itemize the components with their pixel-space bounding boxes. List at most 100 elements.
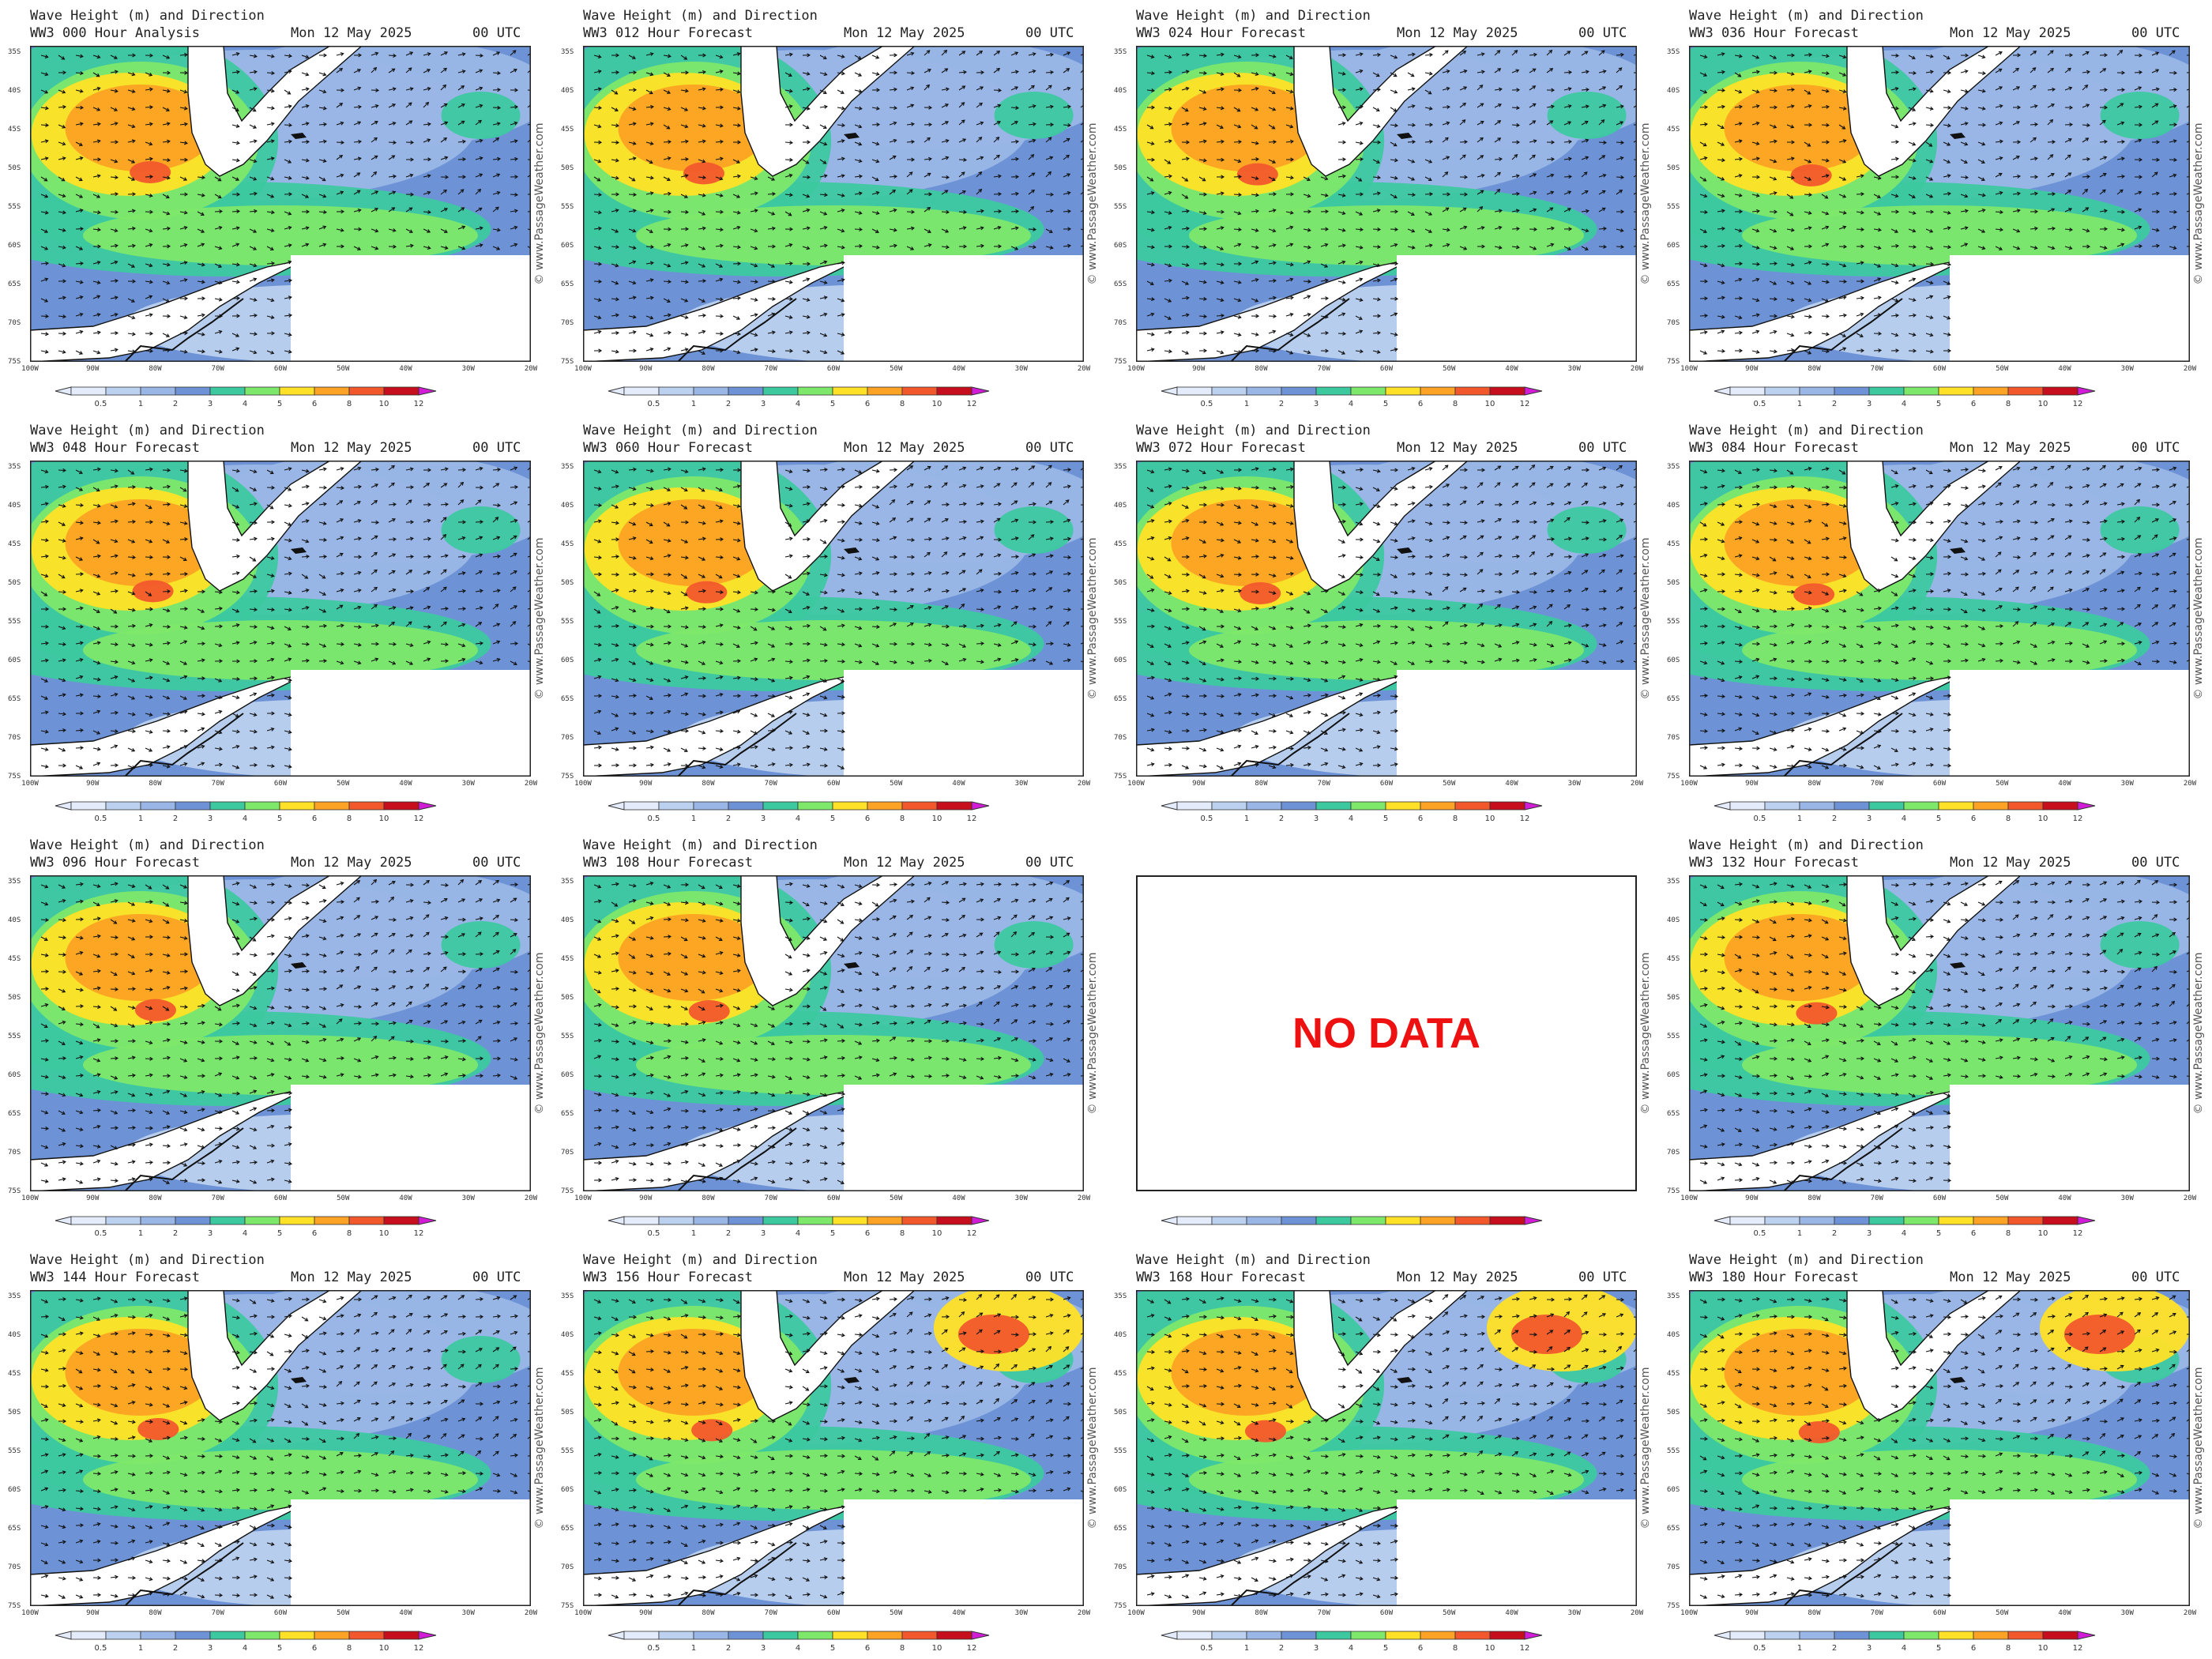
colorbar-label: 5: [1936, 814, 1941, 823]
wave-direction-arrow: [145, 105, 154, 110]
colorbar-segment: [658, 1216, 694, 1225]
colorbar-segment: [1764, 801, 1800, 811]
wave-direction-arrow: [1010, 175, 1020, 179]
wave-direction-arrow: [1943, 280, 1951, 285]
wave-direction-arrow: [1337, 350, 1346, 355]
watermark: © www.PassageWeather.com: [1084, 875, 1101, 1191]
longitude-label: 60W: [274, 780, 287, 788]
wave-direction-arrow: [1268, 209, 1277, 213]
wave-direction-arrow: [663, 263, 672, 268]
wave-direction-arrow: [698, 139, 706, 144]
wave-direction-arrow: [92, 174, 101, 179]
longitude-label: 100W: [21, 1194, 39, 1202]
wave-direction-arrow: [2082, 122, 2091, 128]
wave-direction-arrow: [1563, 208, 1572, 213]
colorbar-label: 8: [347, 1229, 352, 1238]
wave-direction-arrow: [1838, 106, 1847, 111]
wave-direction-arrow: [593, 246, 602, 250]
wave-direction-arrow: [854, 124, 863, 129]
wave-direction-arrow: [249, 139, 258, 144]
wave-direction-arrow: [1063, 104, 1071, 109]
wave-direction-arrow: [889, 87, 897, 92]
wave-direction-arrow: [1804, 70, 1812, 74]
wave-direction-arrow: [871, 190, 880, 195]
wave-direction-arrow: [1717, 52, 1725, 56]
wave-direction-arrow: [197, 211, 205, 216]
panel-utc: 00 UTC: [1025, 440, 1074, 456]
wave-direction-arrow: [1616, 52, 1625, 57]
wave-direction-arrow: [2064, 172, 2072, 178]
wave-direction-arrow: [958, 119, 965, 126]
wave-direction-arrow: [318, 139, 327, 144]
wave-direction-arrow: [127, 124, 136, 129]
colorbar-segment: [762, 386, 799, 396]
wave-height-map: [1621, 30, 2212, 363]
wave-direction-arrow: [231, 347, 240, 352]
wave-direction-arrow: [1804, 159, 1812, 164]
panel-utc: 00 UTC: [2131, 25, 2180, 41]
wave-direction-arrow: [1717, 243, 1726, 248]
wave-direction-arrow: [1320, 243, 1329, 247]
wave-direction-arrow: [2134, 175, 2143, 179]
antarctic-peninsula-land: [1688, 258, 1966, 363]
wave-direction-arrow: [2082, 84, 2089, 91]
wave-direction-arrow: [457, 207, 465, 213]
wave-direction-arrow: [715, 156, 724, 161]
wave-direction-arrow: [715, 297, 724, 302]
wave-direction-arrow: [266, 122, 275, 126]
wave-direction-arrow: [2012, 209, 2021, 213]
colorbar-segment: [1454, 801, 1491, 811]
wave-direction-arrow: [1960, 88, 1969, 93]
wave-direction-arrow: [854, 159, 863, 164]
wave-direction-arrow: [1164, 174, 1172, 179]
wave-direction-arrow: [1717, 280, 1725, 285]
latitude-label: 55S: [1667, 203, 1680, 211]
wave-direction-arrow: [2151, 191, 2160, 196]
colorbar-segment: [971, 801, 990, 811]
wave-direction-arrow: [2116, 70, 2126, 75]
wave-direction-arrow: [231, 262, 240, 267]
wave-height-map: [1068, 445, 1661, 778]
wave-direction-arrow: [1581, 246, 1589, 250]
wave-direction-arrow: [750, 333, 758, 337]
wave-direction-arrow: [179, 52, 189, 57]
colorbar-segment: [1420, 1216, 1456, 1225]
wave-direction-arrow: [645, 159, 653, 164]
wave-direction-arrow: [1546, 120, 1554, 126]
wave-direction-arrow: [1303, 176, 1311, 182]
wave-direction-arrow: [889, 208, 897, 213]
longitude-label: 80W: [1255, 365, 1267, 373]
wave-direction-arrow: [1198, 158, 1207, 163]
wave-direction-arrow: [1581, 87, 1590, 92]
latitude-label: 60S: [8, 242, 21, 250]
longitude-label: 70W: [1871, 365, 1883, 373]
wave-direction-arrow: [40, 176, 48, 182]
wave-direction-arrow: [1734, 277, 1743, 282]
wave-direction-arrow: [214, 176, 222, 182]
map-frame: [583, 46, 1084, 362]
wave-direction-arrow: [871, 211, 880, 215]
wave-direction-arrow: [249, 277, 258, 282]
colorbar-label: 12: [414, 1229, 424, 1238]
wave-direction-arrow: [1251, 107, 1259, 111]
wave-direction-arrow: [1337, 121, 1346, 126]
wave-direction-arrow: [628, 348, 638, 353]
wave-direction-arrow: [1995, 86, 2003, 91]
wave-direction-arrow: [1925, 209, 1935, 214]
wave-direction-arrow: [1908, 158, 1917, 163]
wave-direction-arrow: [40, 194, 49, 198]
wave-direction-arrow: [1303, 209, 1312, 214]
wave-direction-arrow: [92, 194, 101, 198]
wave-direction-arrow: [663, 124, 671, 130]
wave-direction-arrow: [1511, 154, 1518, 160]
wave-direction-arrow: [1717, 124, 1725, 130]
wave-direction-arrow: [1233, 350, 1242, 355]
wave-direction-arrow: [1390, 332, 1398, 337]
wave-direction-arrow: [941, 103, 950, 108]
wave-direction-arrow: [1355, 245, 1364, 250]
colorbar: 0.5 1 2 3 4 5 6 8 10 12: [608, 801, 990, 823]
colorbar-label: 4: [243, 400, 247, 408]
wave-direction-arrow: [698, 87, 706, 92]
latitude-label: 55S: [561, 1033, 574, 1040]
watermark: © www.PassageWeather.com: [1084, 461, 1101, 777]
